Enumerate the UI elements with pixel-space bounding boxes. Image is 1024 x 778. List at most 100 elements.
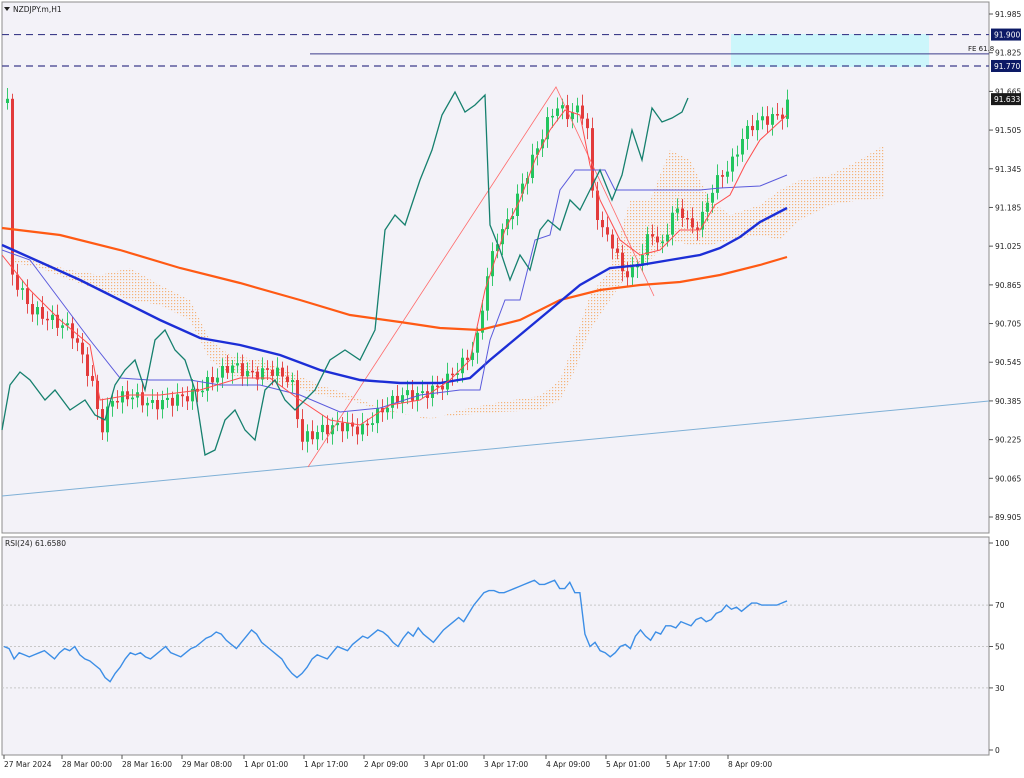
- candle-body: [166, 397, 169, 401]
- fe-label: FE 61.8: [968, 45, 994, 53]
- candle-body: [621, 252, 624, 272]
- candle-body: [396, 395, 399, 403]
- level-price-tag-text: 91.900: [994, 31, 1020, 40]
- candle-body: [706, 202, 709, 212]
- candle-body: [486, 276, 489, 311]
- x-tick-label: 28 Mar 16:00: [122, 760, 172, 769]
- candle-body: [306, 431, 309, 442]
- candle-body: [151, 400, 154, 403]
- candle-body: [646, 234, 649, 256]
- candle-body: [111, 400, 114, 407]
- candle-body: [656, 236, 659, 243]
- trendline[interactable]: [1, 400, 990, 497]
- chart-menu-icon[interactable]: [4, 7, 10, 11]
- candle-body: [586, 118, 589, 129]
- candle-body: [141, 392, 144, 406]
- candle-body: [616, 248, 619, 253]
- candle-body: [751, 125, 754, 131]
- candle-body: [391, 395, 394, 408]
- candle-body: [361, 423, 364, 435]
- candle-body: [606, 227, 609, 235]
- candle-body: [756, 120, 759, 131]
- x-tick-label: 1 Apr 17:00: [304, 760, 348, 769]
- price-tick-label: 91.025: [995, 242, 1021, 251]
- candle-body: [541, 139, 544, 149]
- x-tick-label: 28 Mar 00:00: [62, 760, 112, 769]
- candle-body: [256, 371, 259, 380]
- rsi-tick-label: 30: [995, 684, 1005, 693]
- candle-body: [551, 115, 554, 118]
- candle-body: [321, 424, 324, 433]
- candle-body: [216, 377, 219, 383]
- kijun-line: [1, 169, 788, 413]
- candle-body: [536, 148, 539, 155]
- candle-body: [86, 354, 89, 376]
- candle-body: [186, 396, 189, 402]
- candle-body: [26, 288, 29, 305]
- candle-body: [56, 314, 59, 328]
- candle-body: [76, 338, 79, 343]
- candle-body: [301, 419, 304, 442]
- current-price-tag: [991, 93, 1021, 106]
- candle-body: [761, 116, 764, 121]
- price-tick-label: 90.225: [995, 436, 1021, 445]
- candle-body: [176, 394, 179, 406]
- candle-body: [266, 368, 269, 370]
- rsi-line: [3, 579, 788, 683]
- candle-body: [691, 218, 694, 228]
- x-tick-label: 29 Mar 08:00: [182, 760, 232, 769]
- level-price-tag-text: 91.770: [994, 62, 1020, 71]
- candle-body: [421, 391, 424, 393]
- candle-body: [351, 422, 354, 427]
- price-tick-label: 91.345: [995, 165, 1021, 174]
- candle-body: [121, 391, 124, 403]
- candle-body: [81, 342, 84, 355]
- chart-title: NZDJPY.m,H1: [13, 5, 62, 14]
- candle-body: [601, 219, 604, 228]
- x-tick-label: 3 Apr 01:00: [424, 760, 468, 769]
- candle-body: [776, 114, 779, 116]
- candle-body: [521, 183, 524, 194]
- rsi-tick-label: 100: [995, 539, 1010, 548]
- candle-body: [476, 332, 479, 353]
- candle-body: [471, 352, 474, 360]
- candle-body: [546, 117, 549, 140]
- candle-body: [41, 307, 44, 319]
- candle-body: [556, 108, 559, 116]
- candle-body: [766, 116, 769, 125]
- candle-body: [31, 304, 34, 315]
- x-tick-label: 1 Apr 01:00: [244, 760, 288, 769]
- candle-body: [296, 380, 299, 420]
- candle-body: [681, 208, 684, 218]
- candle-body: [101, 409, 104, 433]
- zigzag-line: [307, 86, 655, 468]
- ma-slow-line: [1, 226, 788, 332]
- candle-body: [661, 241, 664, 243]
- candle-body: [741, 138, 744, 155]
- candle-body: [326, 424, 329, 435]
- candle-body: [466, 357, 469, 360]
- candle-body: [641, 255, 644, 266]
- candle-body: [311, 431, 314, 440]
- candle-body: [401, 395, 404, 403]
- current-price-tag-text: 91.633: [994, 95, 1020, 104]
- candle-body: [241, 363, 244, 377]
- candle-body: [406, 390, 409, 396]
- price-tick-label: 91.825: [995, 49, 1021, 58]
- candle-body: [731, 156, 734, 172]
- candle-body: [411, 390, 414, 401]
- candle-body: [286, 376, 289, 383]
- candle-body: [16, 274, 19, 290]
- candle-body: [11, 98, 14, 275]
- price-tick-label: 91.185: [995, 203, 1021, 212]
- candle-body: [726, 171, 729, 177]
- candle-body: [346, 422, 349, 432]
- candle-body: [376, 408, 379, 424]
- candle-body: [666, 234, 669, 242]
- candle-body: [201, 390, 204, 393]
- candle-body: [711, 192, 714, 203]
- candle-body: [571, 112, 574, 120]
- candle-body: [221, 365, 224, 378]
- rsi-tick-label: 50: [995, 643, 1005, 652]
